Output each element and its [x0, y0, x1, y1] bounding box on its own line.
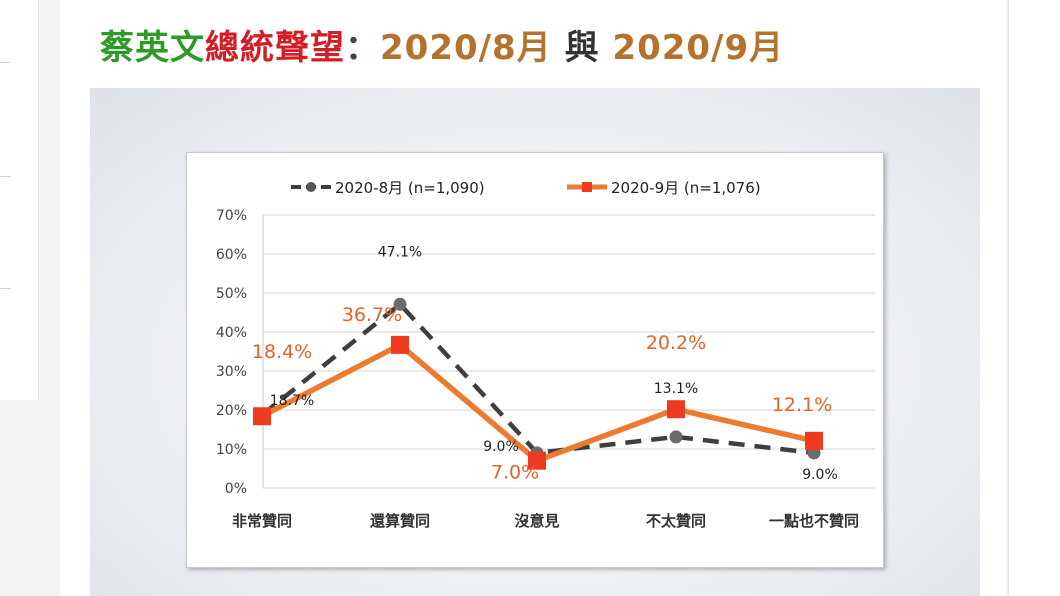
data-label-2020-9: 18.4%	[252, 341, 312, 363]
data-point-2020-9	[667, 400, 685, 419]
data-label-2020-8: 9.0%	[802, 467, 838, 483]
title-and: 與	[564, 28, 600, 68]
legend-swatch-marker	[582, 182, 592, 192]
data-label-2020-9: 7.0%	[491, 462, 539, 484]
y-tick-label: 60%	[216, 247, 247, 263]
y-tick-label: 10%	[216, 442, 247, 458]
title-subject: 總統聲望	[205, 28, 345, 68]
legend-swatch-marker	[306, 182, 316, 192]
data-label-2020-8: 9.0%	[483, 439, 519, 455]
data-label-2020-9: 20.2%	[646, 332, 706, 354]
sidebar-divider	[0, 62, 10, 63]
y-tick-label: 0%	[225, 481, 247, 497]
y-tick-label: 20%	[216, 403, 247, 419]
x-tick-label: 不太贊同	[646, 512, 706, 530]
data-point-2020-9	[528, 451, 546, 470]
data-label-2020-9: 12.1%	[772, 394, 832, 416]
data-label-2020-8: 47.1%	[378, 244, 422, 260]
title-colon: ：	[345, 28, 380, 68]
data-point-2020-9	[391, 335, 409, 354]
data-point-2020-8	[669, 430, 683, 444]
chart-frame: 0% 10% 20% 30% 40% 50% 60% 70% 非常贊同 還算贊同 沒意見 不太贊同 一點…	[186, 152, 884, 568]
legend-label: 2020-8月 (n=1,090)	[335, 179, 485, 197]
title-name: 蔡英文	[100, 28, 205, 68]
series-line-2020-8	[260, 302, 815, 456]
title-period-2: 2020/9月	[612, 28, 785, 68]
line-chart: 0% 10% 20% 30% 40% 50% 60% 70% 非常贊同 還算贊同 沒意見 不太贊同 一點…	[216, 179, 875, 530]
x-tick-label: 還算贊同	[370, 512, 430, 530]
sidebar-divider	[0, 288, 10, 289]
data-point-2020-9	[805, 431, 823, 450]
right-sidebar-panel	[1008, 0, 1060, 596]
y-tick-label: 70%	[216, 208, 247, 224]
data-point-2020-9	[253, 407, 271, 426]
data-point-2020-8	[393, 297, 407, 311]
y-tick-label: 40%	[216, 325, 247, 341]
x-tick-label: 非常贊同	[232, 512, 292, 530]
data-label-2020-8: 13.1%	[654, 381, 698, 397]
data-label-2020-9: 36.7%	[342, 304, 402, 326]
y-tick-label: 50%	[216, 286, 247, 302]
page-title: 蔡英文總統聲望：2020/8月 與 2020/9月	[100, 20, 784, 70]
sidebar-divider	[0, 176, 10, 177]
legend-label: 2020-9月 (n=1,076)	[611, 179, 761, 197]
x-tick-label: 沒意見	[514, 512, 559, 530]
title-period-1: 2020/8月	[380, 28, 552, 68]
y-tick-label: 30%	[216, 364, 247, 380]
data-label-2020-8: 18.7%	[270, 393, 314, 409]
left-sidebar-panel	[0, 0, 39, 400]
x-tick-label: 一點也不贊同	[769, 512, 859, 530]
